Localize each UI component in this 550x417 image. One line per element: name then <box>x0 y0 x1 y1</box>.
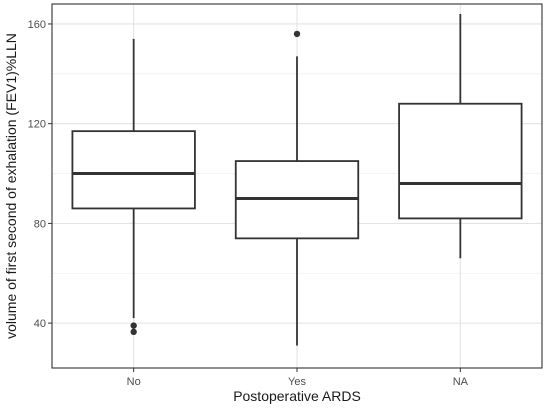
x-tick-label: No <box>127 376 141 388</box>
box-series <box>71 13 523 346</box>
x-axis-title: Postoperative ARDS <box>233 388 361 404</box>
box-na <box>398 13 523 259</box>
box-yes <box>234 30 360 346</box>
iqr-box <box>398 102 523 220</box>
y-tick-label: 80 <box>34 218 46 230</box>
x-tick-label: NA <box>453 376 469 388</box>
x-tick-label: Yes <box>288 376 306 388</box>
y-tick-label: 40 <box>34 318 46 330</box>
y-axis-ticks: 40 80 120 160 <box>28 19 52 330</box>
outlier-point <box>293 30 301 38</box>
x-axis-ticks: No Yes NA <box>127 368 469 388</box>
y-tick-label: 160 <box>28 19 46 31</box>
y-tick-label: 120 <box>28 119 46 131</box>
y-axis-title: volume of first second of exhalation (FE… <box>3 33 19 339</box>
outlier-point <box>130 328 137 336</box>
box-no <box>71 38 196 336</box>
iqr-box <box>71 130 196 210</box>
outlier-point <box>130 322 137 329</box>
